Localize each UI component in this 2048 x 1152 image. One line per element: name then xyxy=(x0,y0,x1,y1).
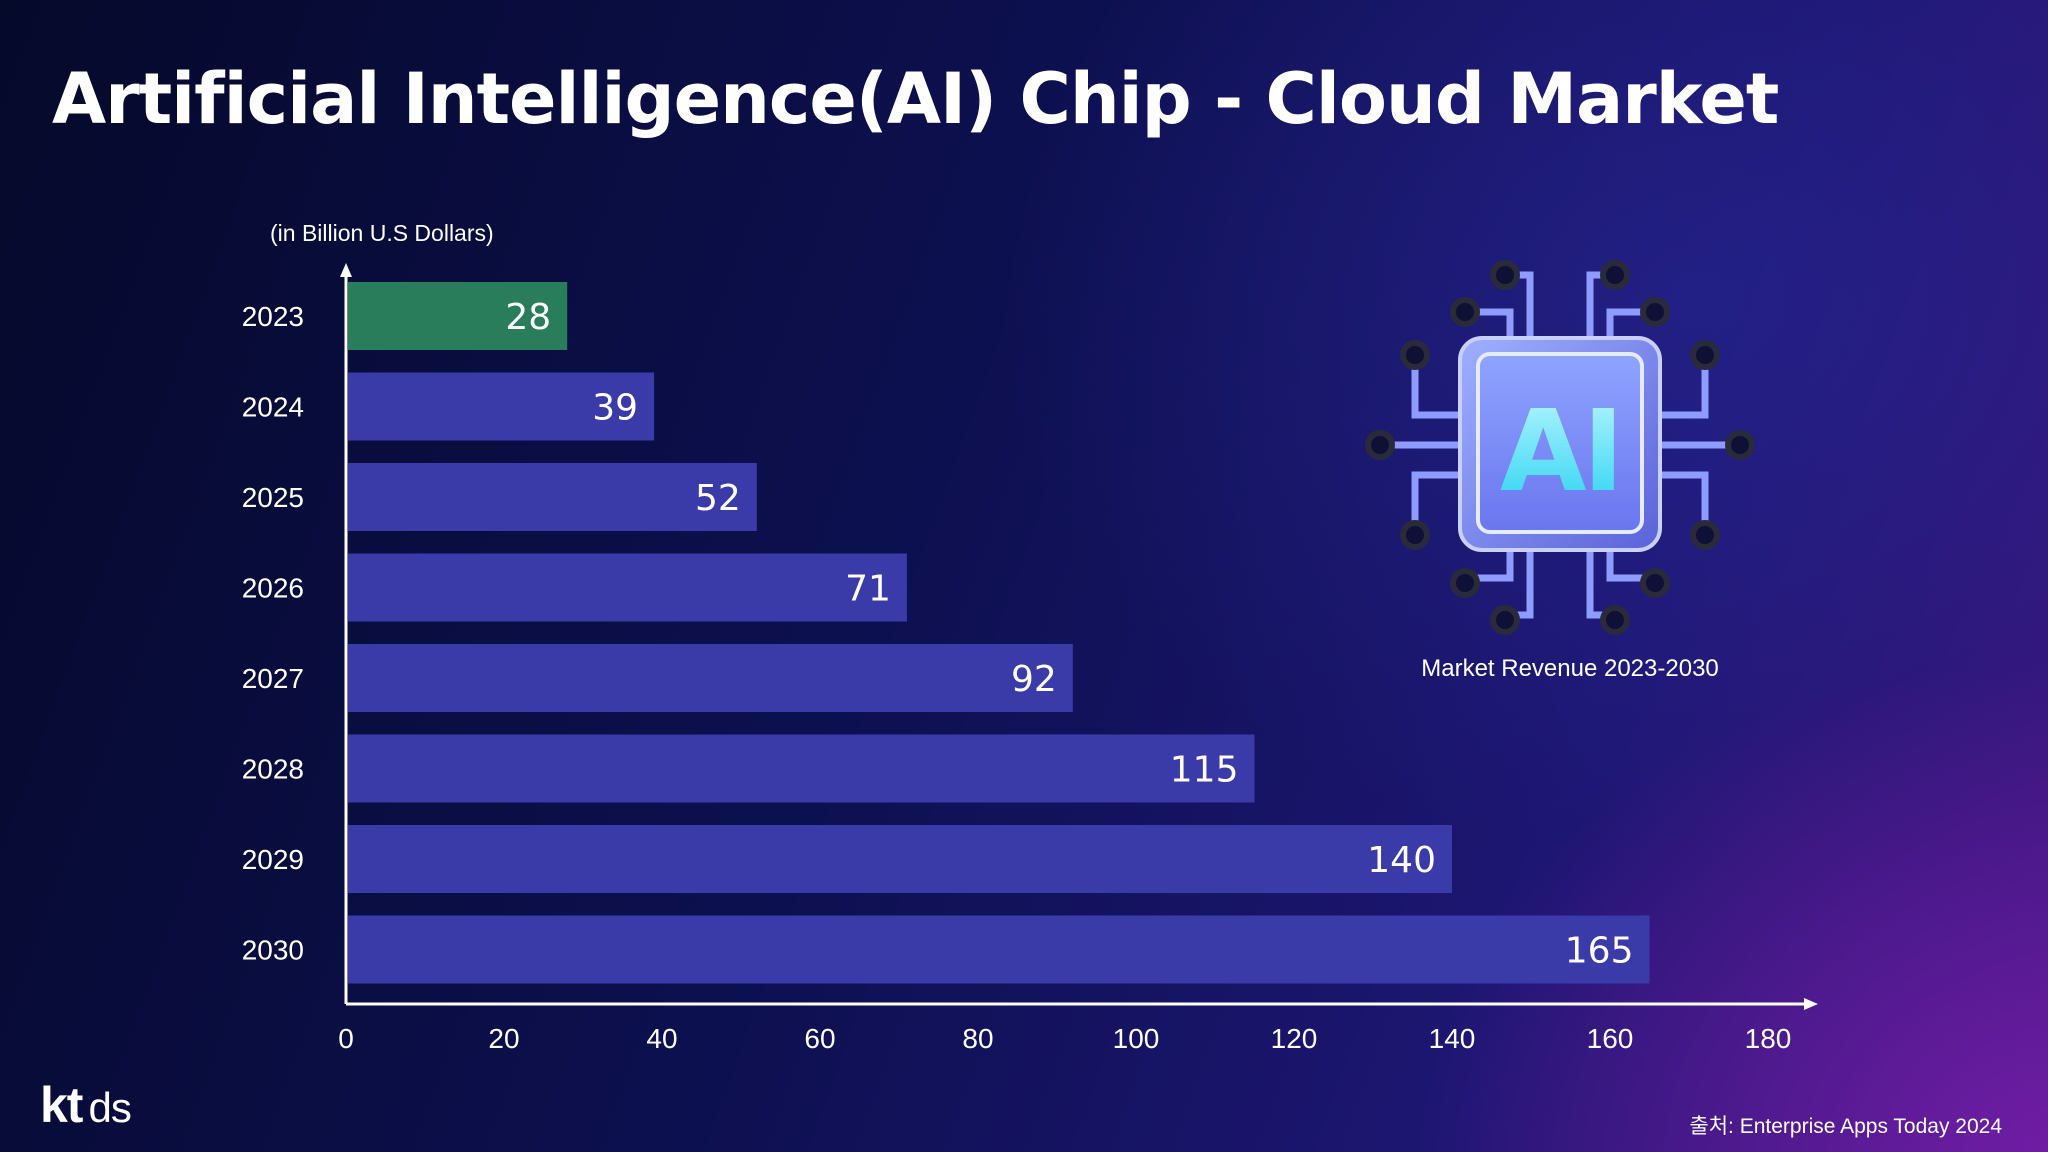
x-tick-label: 140 xyxy=(1429,1023,1476,1054)
logo-ds-text: ds xyxy=(88,1084,131,1131)
page-title: Artificial Intelligence(AI) Chip - Cloud… xyxy=(52,58,1779,140)
y-category-label: 2030 xyxy=(242,935,304,966)
bar xyxy=(348,282,568,350)
x-tick-label: 40 xyxy=(646,1023,677,1054)
y-category-label: 2029 xyxy=(242,844,304,875)
bar-value-label: 52 xyxy=(695,478,741,519)
y-axis-arrow xyxy=(340,263,352,277)
x-tick-label: 60 xyxy=(804,1023,835,1054)
x-tick-label: 160 xyxy=(1587,1023,1634,1054)
bar xyxy=(348,825,1452,893)
x-tick-label: 80 xyxy=(962,1023,993,1054)
bar-value-label: 140 xyxy=(1367,840,1436,881)
bar xyxy=(348,915,1650,984)
bar xyxy=(348,644,1073,712)
bar-value-label: 115 xyxy=(1170,750,1239,791)
kt-ds-logo: kt ds xyxy=(40,1076,132,1134)
bar xyxy=(348,463,757,531)
bar xyxy=(348,372,655,441)
x-tick-label: 20 xyxy=(488,1023,519,1054)
x-tick-label: 0 xyxy=(338,1023,354,1054)
bar-value-label: 165 xyxy=(1565,931,1634,972)
bar-value-label: 28 xyxy=(505,297,551,338)
source-citation: 출처: Enterprise Apps Today 2024 xyxy=(1689,1115,2002,1138)
y-category-label: 2025 xyxy=(242,482,304,513)
logo-kt-text: kt xyxy=(40,1077,83,1133)
x-tick-label: 120 xyxy=(1271,1023,1318,1054)
x-tick-label: 180 xyxy=(1745,1023,1792,1054)
bar-value-label: 92 xyxy=(1011,659,1057,700)
unit-label: (in Billion U.S Dollars) xyxy=(270,220,494,246)
y-category-label: 2027 xyxy=(242,663,304,694)
chip-ai-text: AI xyxy=(1500,387,1620,517)
y-category-label: 2023 xyxy=(242,301,304,332)
x-tick-label: 100 xyxy=(1113,1023,1160,1054)
chip-caption: Market Revenue 2023-2030 xyxy=(1421,655,1719,682)
y-category-label: 2028 xyxy=(242,754,304,785)
bar xyxy=(348,734,1255,803)
y-category-label: 2026 xyxy=(242,573,304,604)
bar-value-label: 39 xyxy=(592,388,638,429)
bar xyxy=(348,553,907,622)
ai-chip-illustration: AI xyxy=(1340,250,1780,650)
y-category-label: 2024 xyxy=(242,392,304,423)
x-axis-arrow xyxy=(1804,998,1818,1010)
bar-value-label: 71 xyxy=(845,569,891,610)
